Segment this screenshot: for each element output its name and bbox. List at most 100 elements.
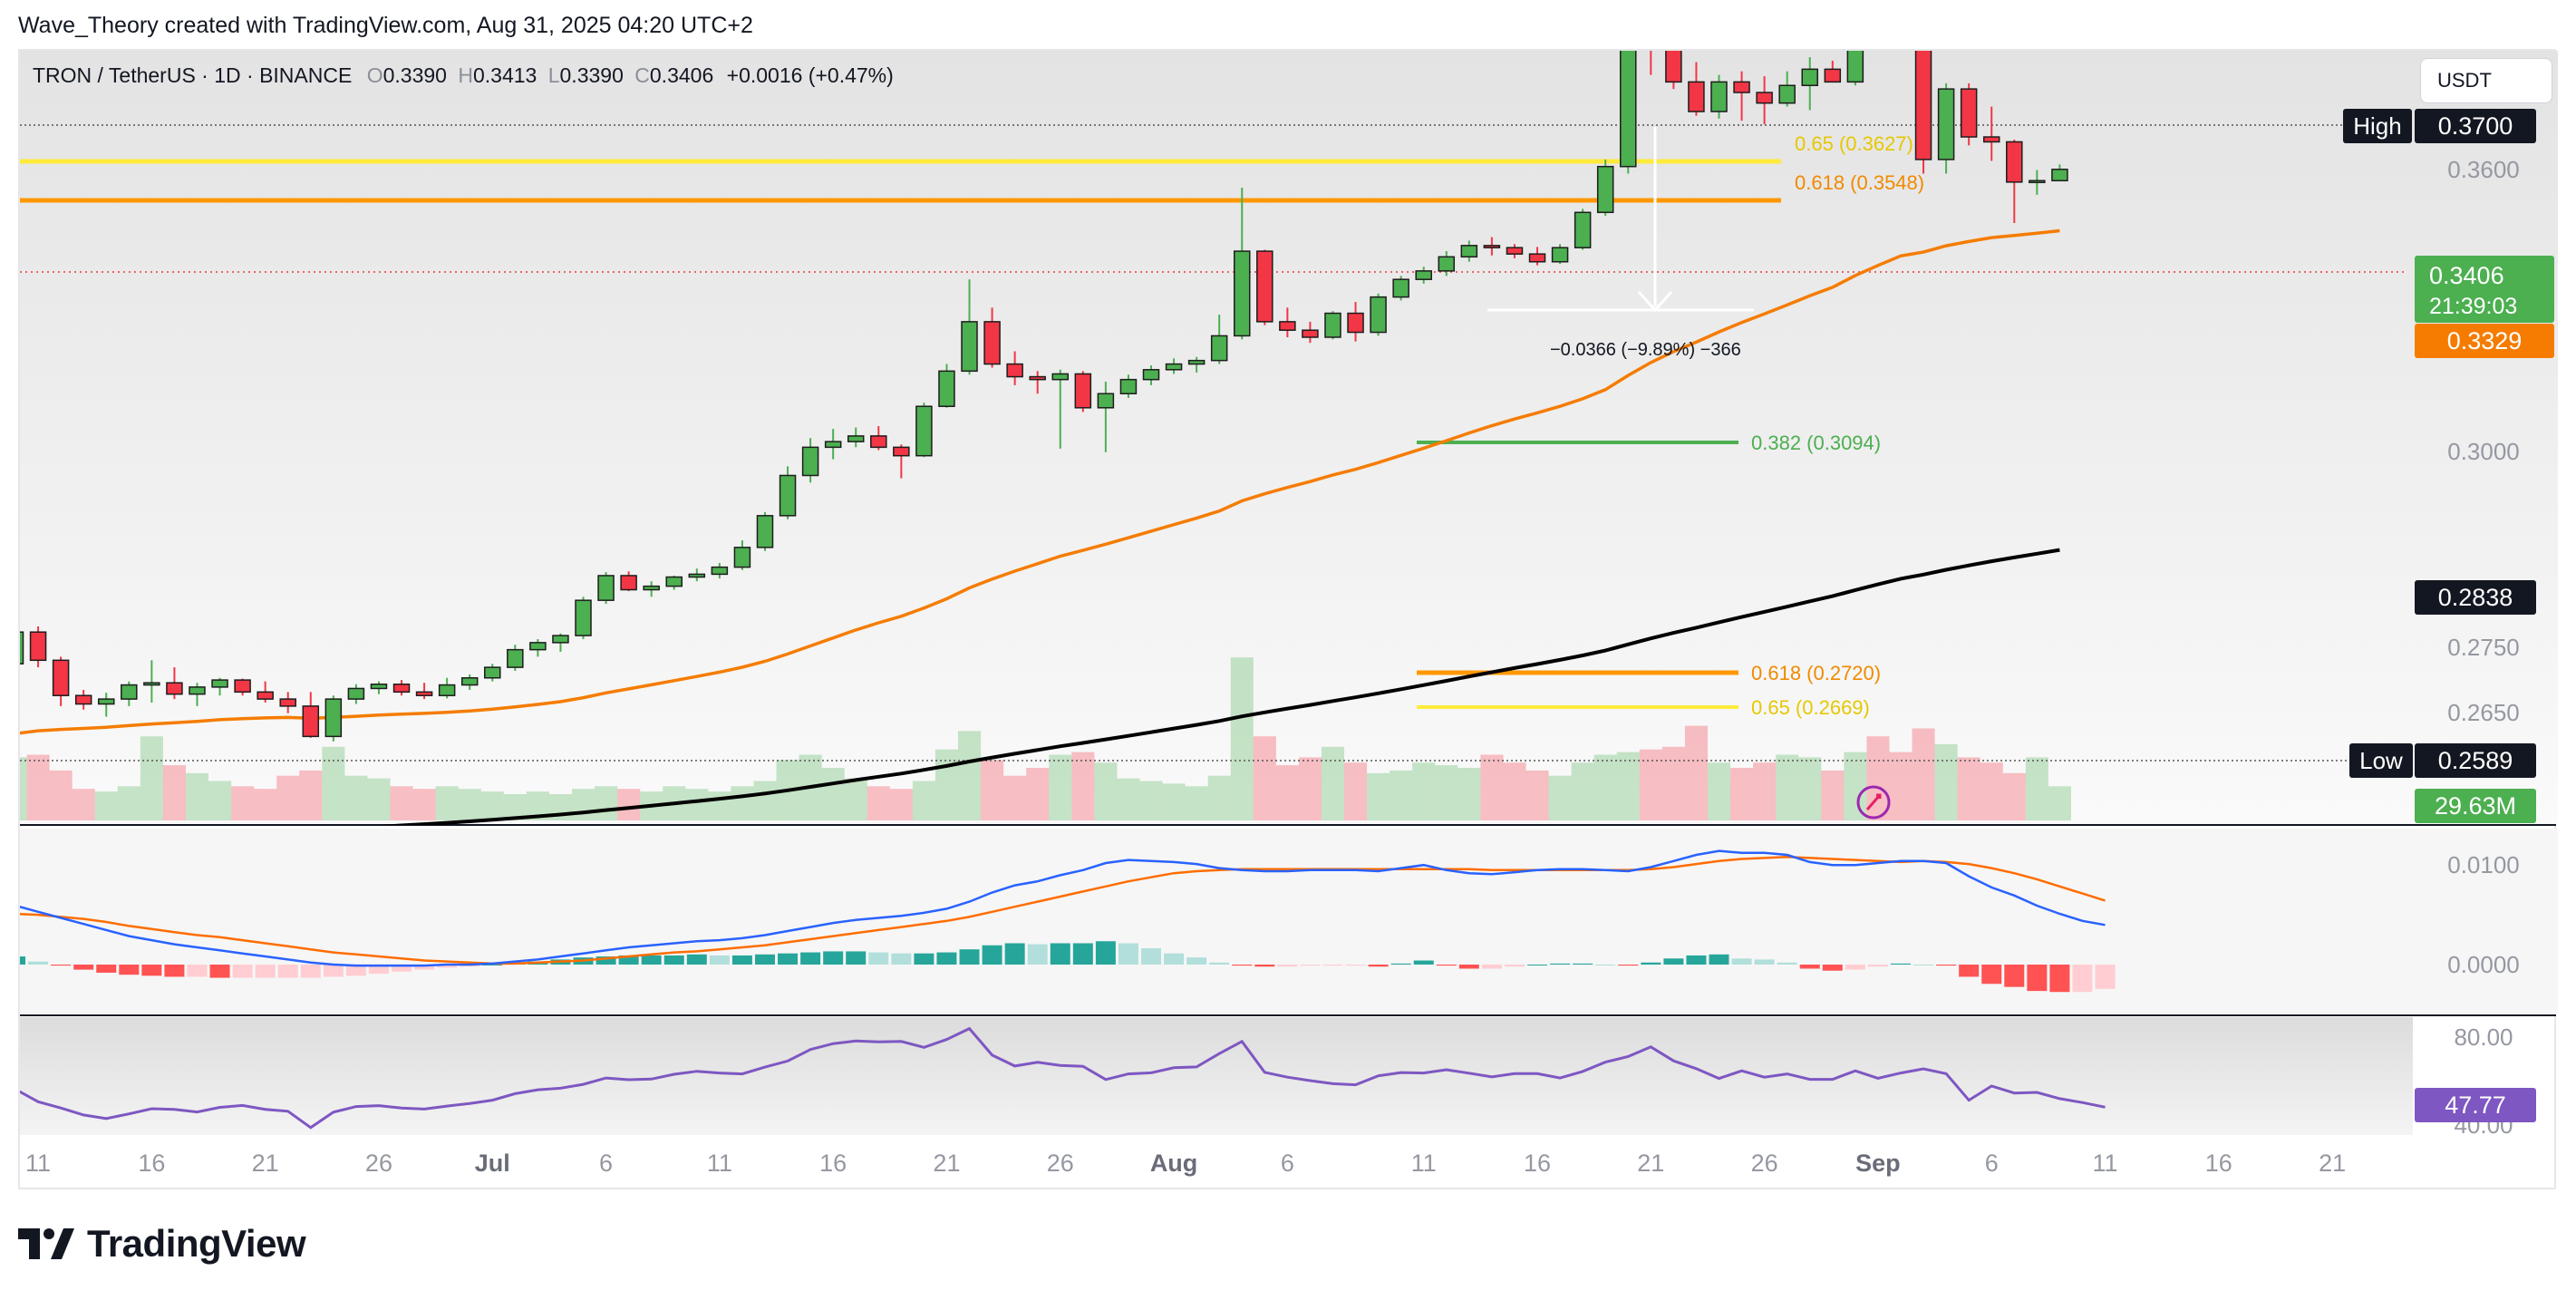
tradingview-logo[interactable]: TradingView — [18, 1222, 306, 1266]
macd-histogram-bar — [1890, 963, 1911, 965]
macd-histogram-bar — [437, 965, 458, 968]
high-label-bg — [2343, 109, 2412, 143]
time-axis-label: 11 — [25, 1150, 51, 1177]
candle-body — [438, 684, 456, 696]
symbol-legend[interactable]: TRON / TetherUS · 1D · BINANCE O0.3390 H… — [33, 63, 894, 88]
macd-histogram-bar — [982, 945, 1002, 965]
candle-body — [1643, 27, 1659, 47]
macd-histogram-bar — [1254, 965, 1275, 967]
volume-bar — [1844, 752, 1867, 820]
volume-bar — [1889, 752, 1913, 820]
macd-signal-line — [20, 856, 2106, 965]
macd-histogram-bar — [368, 965, 389, 975]
candle-body — [1119, 378, 1138, 394]
macd-histogram-bar — [2049, 965, 2070, 993]
macd-histogram-bar — [1573, 963, 1593, 965]
macd-histogram-bar — [1186, 957, 1207, 965]
fib-level-label: 0.65 (0.2669) — [1751, 696, 1870, 719]
candle-body — [1914, 51, 1932, 160]
volume-bar — [435, 786, 459, 820]
volume-bar — [685, 789, 709, 820]
macd-histogram-bar — [823, 951, 844, 965]
candle-body — [643, 585, 660, 591]
time-axis-label: 26 — [1751, 1150, 1778, 1177]
volume-bar — [1298, 757, 1322, 820]
macd-histogram-bar — [868, 952, 889, 965]
candle-body — [2051, 169, 2068, 182]
volume-bar — [1230, 657, 1254, 820]
volume-bar — [1003, 775, 1027, 820]
candle-body — [2029, 179, 2046, 184]
candle-body — [302, 705, 320, 738]
legend-low-value: 0.3390 — [559, 63, 624, 87]
volume-bar — [617, 789, 641, 820]
time-axis-label: Aug — [1150, 1150, 1197, 1177]
time-axis-label: 21 — [252, 1150, 279, 1177]
macd-histogram-bar — [1641, 962, 1661, 965]
ema-long-badge: 0.2838 — [2438, 584, 2513, 611]
macd-histogram-bar — [959, 949, 980, 965]
ema-short-badge: 0.3329 — [2447, 327, 2523, 354]
candle-body — [1982, 136, 2000, 143]
macd-histogram-bar — [1959, 965, 1980, 977]
macd-histogram-bar — [323, 965, 344, 977]
volume-badge-bg — [2415, 789, 2536, 823]
macd-histogram-bar — [709, 955, 730, 965]
measure-arrow-head — [1637, 290, 1673, 313]
macd-histogram-bar — [20, 956, 25, 965]
volume-bar — [1934, 743, 1958, 820]
candle-body — [779, 474, 797, 517]
macd-histogram-bar — [255, 965, 276, 978]
candle-body — [1460, 245, 1478, 258]
tradingview-logo-icon — [18, 1228, 74, 1259]
volume-bar — [117, 786, 140, 820]
volume-bar — [185, 772, 209, 820]
volume-bar — [49, 770, 73, 820]
legend-close-label: C — [634, 63, 650, 87]
macd-histogram-bar — [891, 953, 912, 965]
volume-bar — [1480, 754, 1504, 820]
volume-bar — [1616, 752, 1640, 820]
candle-body — [597, 575, 615, 601]
candle-body — [847, 435, 865, 442]
macd-histogram-bar — [754, 954, 775, 965]
ema-short-badge-bg — [2415, 324, 2554, 358]
macd-histogram-bar — [2027, 965, 2048, 992]
time-axis-label: 11 — [707, 1150, 732, 1177]
macd-histogram-bar — [1458, 965, 1479, 969]
candle-body — [1233, 250, 1251, 337]
volume-bar — [844, 778, 867, 820]
candle-body — [1187, 359, 1206, 365]
volume-bar — [390, 786, 413, 820]
time-axis-label: 6 — [1281, 1150, 1294, 1177]
currency-button[interactable]: USDT — [2420, 58, 2552, 103]
candle-body — [620, 575, 637, 591]
volume-bar — [322, 746, 345, 820]
candle-body — [1756, 92, 1773, 104]
volume-bar — [1049, 754, 1072, 820]
rsi-pane-lower — [20, 1135, 2413, 1186]
macd-histogram-bar — [1663, 958, 1684, 965]
time-axis-label: 6 — [599, 1150, 613, 1177]
macd-histogram-bar — [914, 953, 935, 965]
volume-bar — [1094, 762, 1118, 820]
macd-histogram-bar — [2072, 965, 2093, 993]
volume-bar — [208, 781, 232, 820]
volume-bar — [1139, 781, 1163, 820]
volume-bar — [1435, 765, 1458, 820]
macd-histogram-bar — [1550, 963, 1571, 965]
macd-histogram-bar — [1413, 960, 1434, 965]
candle-body — [211, 679, 228, 688]
volume-bar — [2002, 772, 2026, 820]
volume-bar — [1708, 762, 1731, 820]
time-axis-label: 11 — [2093, 1150, 2118, 1177]
macd-histogram-bar — [1777, 962, 1797, 965]
macd-histogram-bar — [232, 965, 253, 978]
candle-body — [1256, 250, 1273, 323]
candle-body — [1165, 363, 1183, 371]
candle-body — [1483, 245, 1501, 248]
price-axis-label: 0.3000 — [2447, 438, 2520, 465]
legend-change: +0.0016 (+0.47%) — [726, 63, 894, 87]
volume-bar — [889, 789, 913, 820]
